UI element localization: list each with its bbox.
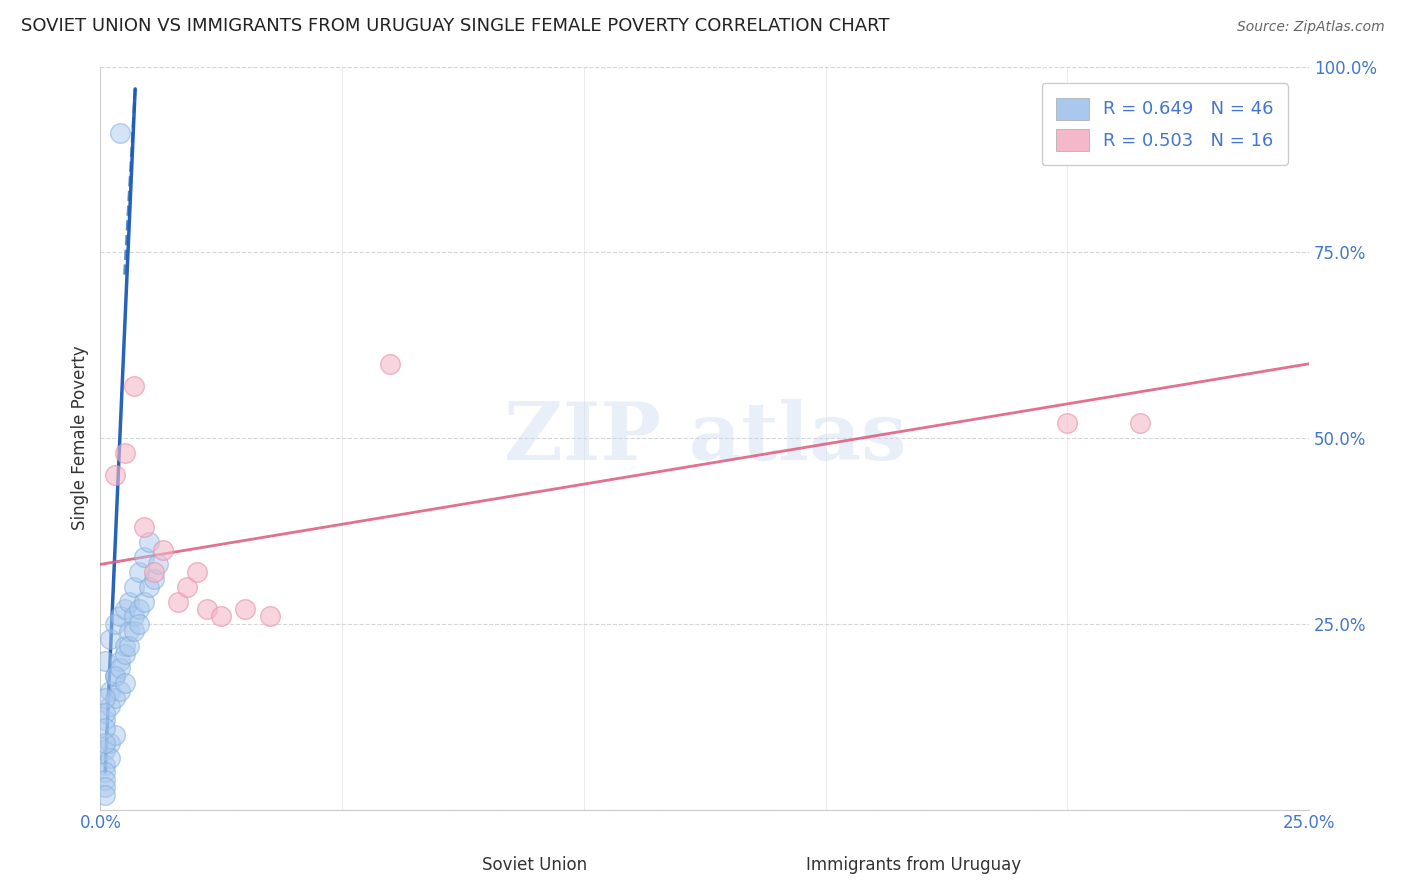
- Point: [142, 572, 165, 586]
- Point: [94, 736, 117, 750]
- Point: [138, 580, 160, 594]
- Point: [235, 602, 257, 616]
- Point: [152, 542, 174, 557]
- Point: [132, 520, 155, 534]
- Legend: R = 0.649   N = 46, R = 0.503   N = 16: R = 0.649 N = 46, R = 0.503 N = 16: [1042, 83, 1288, 165]
- Point: [108, 661, 131, 675]
- Point: [108, 609, 131, 624]
- Point: [94, 780, 117, 795]
- Point: [108, 654, 131, 668]
- Point: [128, 565, 150, 579]
- Point: [209, 609, 232, 624]
- Point: [122, 609, 145, 624]
- Point: [114, 647, 136, 661]
- Point: [195, 602, 218, 616]
- Point: [94, 691, 117, 706]
- Point: [118, 639, 141, 653]
- Point: [114, 446, 136, 460]
- Point: [104, 669, 127, 683]
- Point: [104, 691, 127, 706]
- Point: [104, 669, 127, 683]
- Point: [94, 765, 117, 780]
- Point: [114, 639, 136, 653]
- Point: [94, 772, 117, 787]
- Point: [132, 594, 155, 608]
- Text: SOVIET UNION VS IMMIGRANTS FROM URUGUAY SINGLE FEMALE POVERTY CORRELATION CHART: SOVIET UNION VS IMMIGRANTS FROM URUGUAY …: [21, 17, 890, 35]
- Point: [104, 616, 127, 631]
- Point: [94, 706, 117, 720]
- Point: [94, 788, 117, 802]
- Point: [98, 698, 121, 713]
- Point: [186, 565, 208, 579]
- Point: [94, 758, 117, 772]
- Point: [114, 676, 136, 690]
- Point: [94, 721, 117, 735]
- Point: [98, 683, 121, 698]
- Point: [122, 580, 145, 594]
- Point: [94, 654, 117, 668]
- Point: [259, 609, 281, 624]
- Point: [176, 580, 198, 594]
- Point: [148, 558, 170, 572]
- Point: [128, 616, 150, 631]
- Text: Source: ZipAtlas.com: Source: ZipAtlas.com: [1237, 21, 1385, 34]
- Text: ZIP atlas: ZIP atlas: [503, 399, 905, 477]
- Point: [94, 743, 117, 757]
- Point: [132, 549, 155, 564]
- Point: [122, 624, 145, 639]
- Y-axis label: Single Female Poverty: Single Female Poverty: [72, 346, 89, 531]
- Point: [98, 632, 121, 646]
- Text: Immigrants from Uruguay: Immigrants from Uruguay: [806, 855, 1022, 873]
- Point: [166, 594, 188, 608]
- Point: [138, 535, 160, 549]
- Point: [142, 565, 165, 579]
- Point: [98, 750, 121, 764]
- Point: [128, 602, 150, 616]
- Point: [108, 683, 131, 698]
- Point: [108, 127, 131, 141]
- Point: [94, 714, 117, 728]
- Point: [380, 357, 402, 371]
- Point: [98, 736, 121, 750]
- Point: [1129, 416, 1152, 430]
- Point: [104, 468, 127, 483]
- Point: [114, 602, 136, 616]
- Text: Soviet Union: Soviet Union: [482, 855, 586, 873]
- Point: [1056, 416, 1078, 430]
- Point: [122, 379, 145, 393]
- Point: [118, 624, 141, 639]
- Point: [104, 728, 127, 742]
- Point: [118, 594, 141, 608]
